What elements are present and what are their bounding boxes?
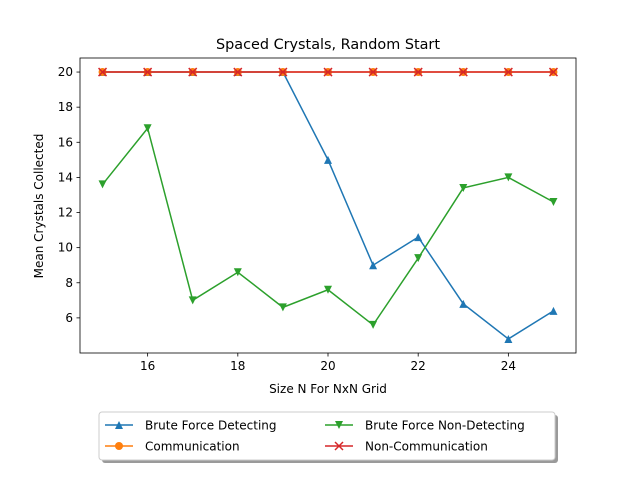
data-point-non-communication <box>233 67 243 77</box>
chart-title: Spaced Crystals, Random Start <box>216 37 440 53</box>
data-point-non-communication <box>188 67 198 77</box>
data-point-brute-force-non-detecting <box>324 285 332 294</box>
data-point-brute-force-non-detecting <box>233 268 242 277</box>
data-point-brute-force-non-detecting <box>369 320 378 329</box>
y-tick-label: 18 <box>58 100 73 114</box>
legend-label-non-communication: Non-Communication <box>365 440 488 454</box>
legend-label-communication: Communication <box>145 440 240 454</box>
x-tick-label: 18 <box>230 359 245 373</box>
y-tick-label: 10 <box>58 241 73 255</box>
x-marker-stroke <box>188 67 198 77</box>
x-marker-stroke <box>98 67 108 77</box>
legend-label-brute-force-detecting: Brute Force Detecting <box>145 419 277 433</box>
x-tick-label: 16 <box>140 359 155 373</box>
y-tick-label: 20 <box>58 65 73 79</box>
data-point-brute-force-non-detecting <box>459 183 468 192</box>
data-point-brute-force-non-detecting <box>549 197 558 206</box>
x-tick-label: 20 <box>320 359 335 373</box>
legend-box <box>98 411 556 461</box>
y-tick-label: 8 <box>65 276 73 290</box>
x-marker-stroke <box>368 67 378 77</box>
x-marker-stroke <box>323 67 333 77</box>
data-point-brute-force-detecting <box>459 299 468 308</box>
x-marker-stroke <box>548 67 558 77</box>
data-point-non-communication <box>278 67 288 77</box>
y-tick-label: 14 <box>58 170 73 184</box>
x-marker-stroke <box>143 67 153 77</box>
y-tick-label: 12 <box>58 206 73 220</box>
legend-marker-brute-force-non-detecting <box>335 421 343 429</box>
data-point-brute-force-detecting <box>369 261 378 270</box>
x-axis-label: Size N For NxN Grid <box>269 382 387 396</box>
x-marker-stroke <box>233 67 243 77</box>
y-tick-label: 6 <box>65 311 73 325</box>
x-marker-stroke <box>458 67 468 77</box>
legend-marker-communication <box>115 442 123 450</box>
x-tick-label: 24 <box>501 359 516 373</box>
x-marker-stroke <box>278 67 288 77</box>
legend-marker-brute-force-detecting <box>115 421 123 429</box>
y-tick-label: 16 <box>58 135 73 149</box>
data-point-brute-force-non-detecting <box>414 254 423 263</box>
data-point-non-communication <box>143 67 153 77</box>
legend-marker-non-communication <box>334 441 344 451</box>
data-point-brute-force-detecting <box>324 155 332 164</box>
data-point-non-communication <box>458 67 468 77</box>
x-marker-stroke <box>413 67 423 77</box>
legend: Brute Force Detecting Communication Brute … <box>98 411 558 463</box>
legend-label-brute-force-non-detecting: Brute Force Non-Detecting <box>365 419 525 433</box>
data-point-brute-force-detecting <box>504 334 513 343</box>
data-point-brute-force-detecting <box>549 306 558 315</box>
data-point-brute-force-non-detecting <box>278 303 287 312</box>
data-point-non-communication <box>368 67 378 77</box>
data-point-brute-force-non-detecting <box>188 296 197 305</box>
data-point-non-communication <box>548 67 558 77</box>
data-point-brute-force-detecting <box>414 233 423 242</box>
data-point-non-communication <box>413 67 423 77</box>
x-tick-label: 22 <box>411 359 426 373</box>
data-point-brute-force-non-detecting <box>98 180 107 189</box>
y-axis-label: Mean Crystals Collected <box>32 134 46 279</box>
data-point-non-communication <box>503 67 513 77</box>
data-point-brute-force-non-detecting <box>504 173 513 182</box>
plot-area: 16 18 20 22 24 6 8 10 12 14 16 18 20 <box>58 57 577 373</box>
data-point-non-communication <box>98 67 108 77</box>
x-marker-stroke <box>503 67 513 77</box>
x-marker-stroke <box>334 441 344 451</box>
data-point-non-communication <box>323 67 333 77</box>
data-point-brute-force-non-detecting <box>143 124 152 133</box>
